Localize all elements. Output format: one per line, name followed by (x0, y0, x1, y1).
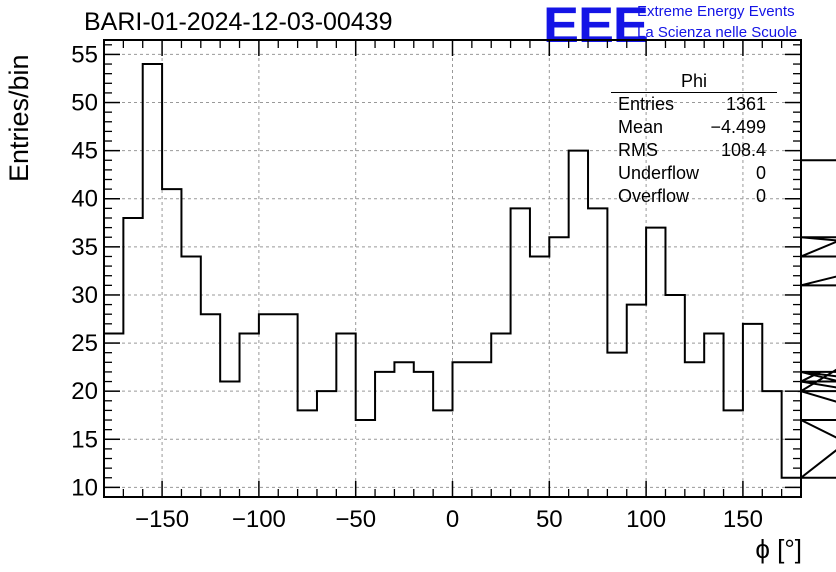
stats-value: 0 (755, 163, 766, 183)
stats-value: 0 (755, 186, 766, 206)
histogram-bin (607, 353, 626, 497)
stats-label: Entries (618, 94, 675, 114)
histogram-bin (646, 228, 665, 497)
x-tick-label: −50 (335, 506, 376, 533)
x-tick-label: 150 (723, 506, 763, 533)
histogram-bin (627, 305, 646, 497)
plot-frame (103, 39, 802, 498)
histogram-bin (181, 256, 200, 497)
histogram-bin (511, 208, 530, 497)
y-tick-label: 25 (71, 330, 98, 357)
histogram-bin (143, 64, 162, 497)
histogram-outline (103, 63, 836, 497)
eee-logo-line2: La Scienza nelle Scuole (637, 24, 798, 41)
histogram-bin (549, 237, 568, 497)
stats-label: Underflow (618, 163, 700, 183)
stats-title: Phi (611, 70, 777, 93)
y-tick-label: 40 (71, 186, 98, 213)
histogram-bin (665, 295, 684, 497)
eee-logo: EEE (543, 0, 649, 53)
histogram-bin (588, 208, 607, 497)
histogram-bin (724, 410, 743, 497)
stats-row-mean: Mean −4.499 (611, 116, 777, 139)
y-tick-label: 45 (71, 138, 98, 165)
y-tick-label: 20 (71, 378, 98, 405)
stats-value: 1361 (725, 94, 766, 114)
histogram-bin (104, 333, 123, 497)
histogram-bin (782, 478, 801, 497)
stats-row-overflow: Overflow 0 (611, 185, 777, 208)
y-tick-label: 35 (71, 234, 98, 261)
histogram-bin (259, 314, 278, 497)
stats-label: RMS (618, 140, 658, 160)
histogram-bin (491, 333, 510, 497)
y-tick-label: 15 (71, 426, 98, 453)
y-tick-label: 50 (71, 90, 98, 117)
histogram-bin (743, 324, 762, 497)
y-tick-label: 30 (71, 282, 98, 309)
x-tick-label: −150 (135, 506, 189, 533)
stats-row-rms: RMS 108.4 (611, 139, 777, 162)
histogram-bin (569, 151, 588, 497)
histogram-bin (123, 218, 142, 497)
histogram-bin (414, 372, 433, 497)
histogram-bin (685, 362, 704, 497)
x-tick-label: 100 (626, 506, 666, 533)
histogram-bin (317, 391, 336, 497)
histogram-bin (433, 410, 452, 497)
histogram-bin (472, 362, 491, 497)
histogram-bin (336, 333, 355, 497)
eee-logo-line1: Extreme Energy Events (637, 3, 795, 20)
histogram-bin (278, 314, 297, 497)
stats-value: −4.499 (710, 117, 766, 137)
histogram-bin (220, 382, 239, 497)
x-tick-label: 0 (446, 506, 459, 533)
stats-row-entries: Entries 1361 (611, 93, 777, 116)
y-tick-label: 55 (71, 41, 98, 68)
histogram-bin (298, 410, 317, 497)
histogram-bin (453, 362, 472, 497)
stats-row-underflow: Underflow 0 (611, 162, 777, 185)
histogram-bin (162, 189, 181, 497)
histogram-bin (356, 420, 375, 497)
histogram-bin (530, 256, 549, 497)
histogram-bin (762, 391, 781, 497)
y-axis-label: Entries/bin (4, 54, 34, 182)
histogram-bin (704, 333, 723, 497)
histogram-bin (394, 362, 413, 497)
chart-title: BARI-01-2024-12-03-00439 (84, 8, 393, 36)
histogram-bin (201, 314, 220, 497)
y-tick-label: 10 (71, 474, 98, 501)
histogram-bin (240, 333, 259, 497)
x-tick-label: 50 (536, 506, 563, 533)
x-tick-label: −100 (232, 506, 286, 533)
x-axis-label: ϕ [°] (755, 534, 802, 564)
stats-label: Overflow (618, 186, 690, 206)
stats-label: Mean (618, 117, 664, 137)
stats-value: 108.4 (720, 140, 766, 160)
stats-box: Phi Entries 1361 Mean −4.499 RMS 108.4 U… (611, 70, 777, 208)
histogram-bin (375, 372, 394, 497)
